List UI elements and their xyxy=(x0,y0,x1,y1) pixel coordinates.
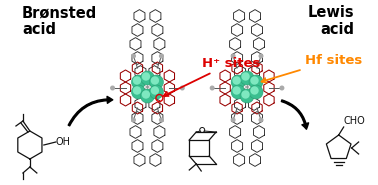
Circle shape xyxy=(160,54,163,58)
Text: Hf sites: Hf sites xyxy=(262,53,362,83)
Circle shape xyxy=(149,85,163,99)
Circle shape xyxy=(231,75,245,89)
Circle shape xyxy=(231,54,235,58)
Circle shape xyxy=(142,72,150,81)
Circle shape xyxy=(232,86,241,95)
Circle shape xyxy=(250,76,259,85)
Circle shape xyxy=(141,71,154,85)
Circle shape xyxy=(232,76,241,85)
Circle shape xyxy=(151,76,159,85)
Circle shape xyxy=(249,75,263,89)
Circle shape xyxy=(280,86,284,90)
Text: H⁺ sites: H⁺ sites xyxy=(164,56,260,96)
Circle shape xyxy=(141,89,154,103)
Circle shape xyxy=(133,76,141,85)
Text: Lewis
acid: Lewis acid xyxy=(308,5,355,37)
Circle shape xyxy=(132,118,135,122)
Circle shape xyxy=(259,118,263,122)
Circle shape xyxy=(111,86,115,90)
Circle shape xyxy=(151,86,159,95)
Circle shape xyxy=(142,90,150,99)
Text: OH: OH xyxy=(56,137,71,147)
Circle shape xyxy=(132,85,146,99)
FancyArrowPatch shape xyxy=(68,96,113,126)
Circle shape xyxy=(242,72,250,81)
Circle shape xyxy=(250,86,259,95)
Circle shape xyxy=(132,54,135,58)
Circle shape xyxy=(240,71,254,85)
Text: CHO: CHO xyxy=(344,116,366,126)
Circle shape xyxy=(211,86,214,90)
Circle shape xyxy=(181,86,184,90)
Circle shape xyxy=(242,90,250,99)
Circle shape xyxy=(231,85,245,99)
Circle shape xyxy=(259,54,263,58)
Circle shape xyxy=(249,85,263,99)
Circle shape xyxy=(133,86,141,95)
Text: Brønsted
acid: Brønsted acid xyxy=(22,5,97,37)
Circle shape xyxy=(160,118,163,122)
FancyArrowPatch shape xyxy=(281,100,308,129)
Circle shape xyxy=(240,89,254,103)
Circle shape xyxy=(231,118,235,122)
Circle shape xyxy=(132,75,146,89)
Circle shape xyxy=(149,75,163,89)
